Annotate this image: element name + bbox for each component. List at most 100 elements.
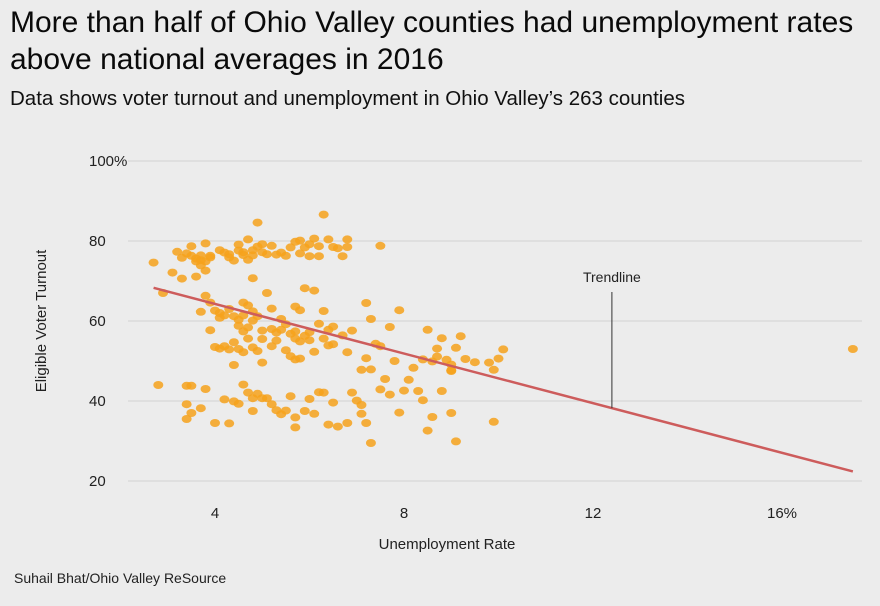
data-point <box>299 331 310 340</box>
data-point <box>228 361 239 369</box>
trendline <box>153 286 854 473</box>
data-point <box>247 274 258 283</box>
data-point <box>384 390 395 399</box>
data-point <box>328 340 339 349</box>
data-point <box>356 365 367 374</box>
data-point <box>304 252 315 261</box>
data-point <box>290 423 301 432</box>
data-point <box>238 380 249 389</box>
data-point <box>446 409 457 417</box>
source-credit: Suhail Bhat/Ohio Valley ReSource <box>14 570 227 586</box>
data-point <box>280 346 291 355</box>
x-tick-label: 12 <box>585 505 602 522</box>
data-point <box>342 235 353 244</box>
data-point <box>200 291 211 300</box>
data-point <box>332 244 343 253</box>
y-axis-label: Eligible Voter Turnout <box>33 249 50 392</box>
data-point <box>200 385 211 393</box>
data-point <box>356 401 367 409</box>
data-point <box>365 365 376 374</box>
data-point <box>172 247 183 256</box>
data-point <box>224 345 235 354</box>
data-point <box>380 375 391 383</box>
data-point <box>460 355 471 363</box>
data-point <box>328 322 339 331</box>
data-point <box>313 252 324 261</box>
data-point <box>290 327 301 336</box>
data-point <box>280 406 291 415</box>
data-point <box>266 342 277 351</box>
data-point <box>347 326 358 335</box>
data-point <box>247 407 258 415</box>
data-point <box>261 250 272 259</box>
data-point <box>233 321 244 330</box>
y-tick-label: 80 <box>89 233 106 250</box>
data-point <box>233 399 244 408</box>
y-tick-label: 60 <box>89 313 106 330</box>
data-point <box>252 347 263 355</box>
data-point <box>375 241 386 250</box>
data-point <box>455 332 466 341</box>
data-point <box>432 352 443 361</box>
data-point <box>299 284 310 293</box>
data-point <box>228 338 239 347</box>
data-point <box>295 337 306 346</box>
data-point <box>176 274 187 283</box>
data-point <box>219 311 230 320</box>
data-point <box>365 439 376 447</box>
data-point <box>323 420 334 429</box>
data-point <box>285 243 296 252</box>
data-point <box>167 268 178 277</box>
data-point <box>342 243 353 251</box>
chart-title: More than half of Ohio Valley counties h… <box>10 6 854 76</box>
data-point <box>347 388 358 397</box>
data-point <box>186 381 197 390</box>
data-point <box>219 395 230 404</box>
data-point <box>332 422 343 431</box>
data-point <box>228 256 239 265</box>
data-point <box>238 311 249 320</box>
data-point <box>243 323 254 332</box>
data-point <box>328 398 339 407</box>
data-point <box>243 334 254 343</box>
data-point <box>432 344 443 353</box>
data-point <box>195 404 206 413</box>
data-point <box>313 319 324 328</box>
data-point <box>342 419 353 427</box>
data-point <box>323 235 334 244</box>
data-point <box>261 289 272 297</box>
data-point <box>276 325 287 334</box>
data-point <box>224 419 235 428</box>
data-point <box>153 381 164 389</box>
data-point <box>361 299 372 307</box>
data-point <box>394 408 405 417</box>
data-point <box>233 240 244 249</box>
data-point <box>295 306 306 315</box>
x-tick-label: 16% <box>767 505 797 522</box>
data-point <box>238 298 249 307</box>
data-point <box>304 240 315 249</box>
data-point <box>238 348 249 357</box>
data-point <box>318 388 329 397</box>
y-tick-label: 40 <box>89 393 106 410</box>
data-point <box>186 242 197 251</box>
data-point <box>450 437 461 446</box>
data-point <box>181 415 192 423</box>
data-point <box>309 409 320 418</box>
data-point <box>181 400 192 409</box>
data-point <box>422 325 433 334</box>
data-point <box>285 392 296 401</box>
data-point <box>247 251 258 260</box>
data-point <box>295 249 306 258</box>
data-point <box>394 306 405 315</box>
x-axis-label: Unemployment Rate <box>379 536 516 553</box>
data-point <box>427 413 438 421</box>
data-point <box>375 385 386 394</box>
data-point <box>417 396 428 405</box>
data-point <box>195 307 206 316</box>
x-tick-label: 4 <box>211 505 219 522</box>
data-point <box>299 407 310 415</box>
data-point <box>295 236 306 245</box>
data-point <box>266 400 277 409</box>
